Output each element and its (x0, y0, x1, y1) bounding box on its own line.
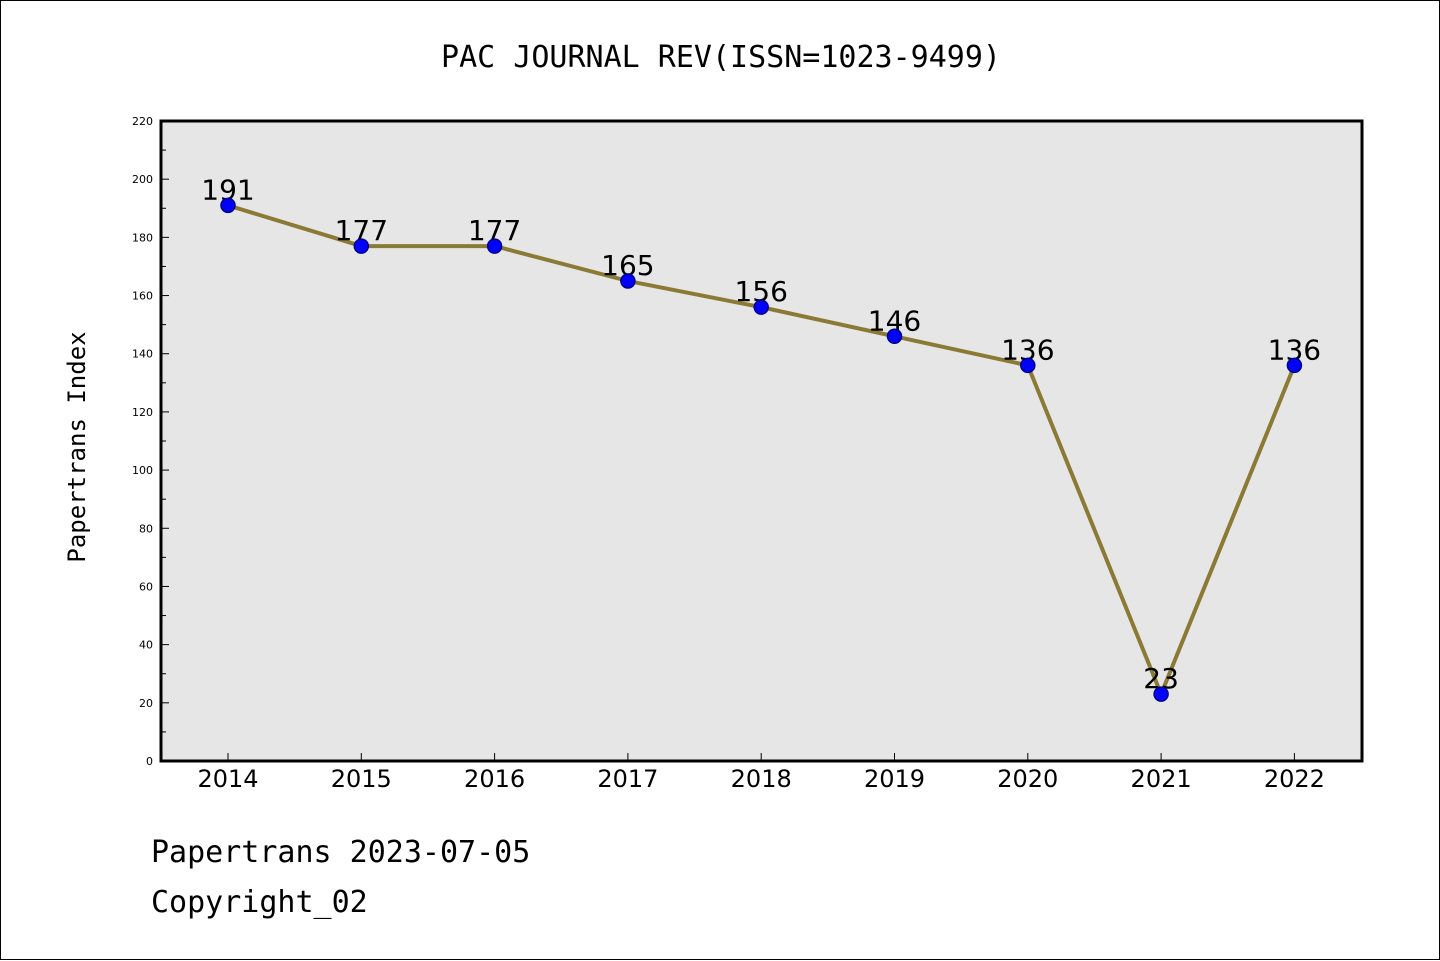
footer-date: Papertrans 2023-07-05 (151, 835, 531, 870)
y-tick-label: 100 (132, 464, 153, 477)
x-tick-label: 2016 (464, 765, 525, 793)
data-point (486, 238, 503, 254)
x-tick-label: 2018 (731, 765, 792, 793)
chart-title: PAC JOURNAL REV(ISSN=1023-9499) (441, 40, 1001, 75)
x-tick-label: 2020 (997, 765, 1058, 793)
plot-area (159, 119, 1364, 763)
y-tick-label: 180 (132, 231, 153, 244)
data-point (1020, 357, 1036, 374)
data-point (1153, 686, 1169, 702)
footer-copyright: Copyright_02 (151, 885, 368, 920)
y-tick-label: 200 (132, 173, 153, 186)
y-axis: 0 20 40 60 80 100 120 140 160 180 200 220 (132, 115, 169, 768)
x-tick-label: 2017 (597, 765, 658, 793)
x-axis: 2014 2015 2016 2017 2018 2019 2020 2021 2022 (197, 753, 1325, 793)
y-tick-label: 20 (139, 697, 153, 710)
x-tick-label: 2015 (331, 765, 392, 793)
y-tick-label: 160 (132, 290, 153, 303)
y-tick-label: 40 (139, 639, 153, 652)
x-tick-label: 2021 (1131, 765, 1192, 793)
data-point (886, 328, 903, 345)
y-tick-label: 80 (139, 522, 153, 535)
y-tick-label: 140 (132, 348, 153, 361)
y-tick-label: 60 (139, 580, 153, 593)
data-point (1286, 357, 1303, 374)
data-point (353, 238, 370, 254)
x-tick-label: 2014 (197, 765, 258, 793)
y-axis-label: Papertrans Index (63, 331, 91, 562)
data-point (220, 197, 236, 214)
data-point (753, 299, 769, 315)
x-tick-label: 2019 (864, 765, 925, 793)
y-tick-label: 120 (132, 406, 153, 419)
y-tick-label: 220 (132, 115, 153, 128)
x-tick-label: 2022 (1264, 765, 1325, 793)
y-tick-label: 0 (146, 755, 153, 768)
data-point (620, 273, 636, 289)
